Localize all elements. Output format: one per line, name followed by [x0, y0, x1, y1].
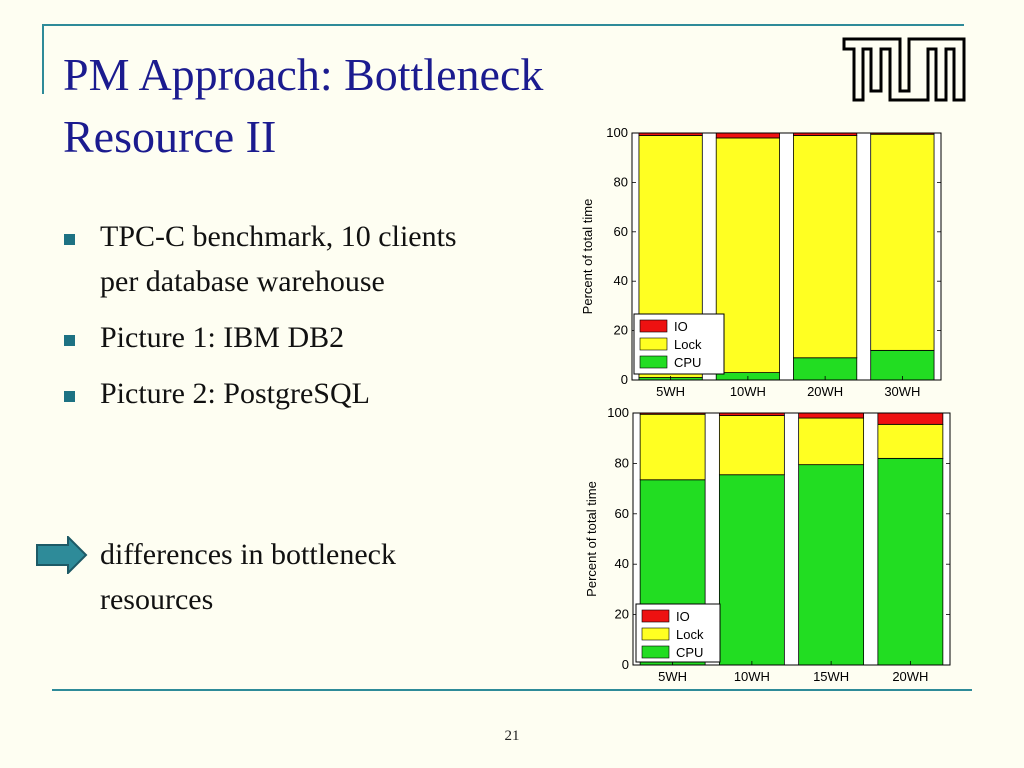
legend-label-io: IO [676, 609, 690, 624]
bar-segment-io [877, 412, 944, 425]
y-tick-label: 40 [614, 273, 628, 288]
x-tick-label: 5WH [658, 669, 687, 684]
bottom-rule [52, 689, 972, 691]
legend-swatch-cpu [641, 645, 670, 659]
x-tick-label: 10WH [730, 384, 766, 399]
legend-swatch-cpu [639, 355, 668, 369]
slide-title: PM Approach: Bottleneck Resource II [63, 49, 544, 162]
tum-logo [842, 37, 966, 102]
x-tick-label: 20WH [807, 384, 843, 399]
bullet-item: Picture 2: PostgreSQL [62, 371, 462, 416]
bar-segment-cpu [718, 474, 785, 666]
legend-label-lock: Lock [674, 337, 702, 352]
legend-swatch-lock [641, 627, 670, 641]
x-tick-label: 20WH [892, 669, 928, 684]
legend-label-cpu: CPU [676, 645, 703, 660]
bar-segment-lock [793, 135, 858, 359]
bar-segment-lock [870, 133, 935, 351]
page-number: 21 [504, 728, 520, 744]
y-tick-label: 20 [614, 323, 628, 338]
conclusion-text: differences in bottleneck resources [100, 538, 396, 616]
y-axis-label: Percent of total time [580, 199, 595, 315]
y-tick-label: 100 [607, 405, 629, 420]
bullet-item: Picture 1: IBM DB2 [62, 315, 462, 360]
y-tick-label: 80 [615, 455, 629, 470]
y-axis-label: Percent of total time [584, 481, 599, 597]
y-tick-label: 60 [615, 506, 629, 521]
bar-segment-io [798, 412, 865, 419]
y-tick-label: 80 [614, 174, 628, 189]
bar-segment-lock [639, 413, 706, 481]
y-tick-label: 60 [614, 224, 628, 239]
y-tick-label: 0 [621, 372, 628, 387]
plot-frame [632, 412, 951, 666]
bar-segment-cpu [877, 457, 944, 666]
y-tick-label: 0 [622, 657, 629, 672]
legend-swatch-io [639, 319, 668, 333]
x-tick-label: 5WH [656, 384, 685, 399]
bullet-text: TPC-C benchmark, 10 clients per database… [100, 220, 457, 298]
legend-label-io: IO [674, 319, 688, 334]
y-tick-label: 100 [606, 125, 628, 140]
square-bullet-icon [64, 391, 75, 402]
x-tick-label: 30WH [884, 384, 920, 399]
bullet-item: TPC-C benchmark, 10 clients per database… [62, 214, 462, 304]
bar-segment-cpu [798, 464, 865, 666]
bullet-list: TPC-C benchmark, 10 clients per database… [62, 214, 462, 427]
bar-segment-lock [718, 415, 785, 476]
bar-segment-lock [715, 137, 780, 373]
legend-swatch-lock [639, 337, 668, 351]
square-bullet-icon [64, 234, 75, 245]
plot-frame [631, 132, 942, 381]
top-rule [42, 24, 964, 26]
legend: IO Lock CPU [635, 603, 721, 663]
right-arrow-icon [36, 536, 88, 574]
bar-segment-lock [877, 423, 944, 459]
bullet-text: Picture 1: IBM DB2 [100, 321, 345, 354]
legend-swatch-io [641, 609, 670, 623]
bullet-text: Picture 2: PostgreSQL [100, 377, 370, 410]
legend-label-lock: Lock [676, 627, 704, 642]
left-rule [42, 24, 44, 94]
square-bullet-icon [64, 335, 75, 346]
x-tick-label: 10WH [734, 669, 770, 684]
x-tick-label: 15WH [813, 669, 849, 684]
bar-segment-lock [798, 417, 865, 466]
y-tick-label: 40 [615, 556, 629, 571]
legend: IO Lock CPU [633, 313, 725, 375]
legend-label-cpu: CPU [674, 355, 701, 370]
y-tick-label: 20 [615, 607, 629, 622]
bar-segment-cpu [870, 349, 935, 381]
